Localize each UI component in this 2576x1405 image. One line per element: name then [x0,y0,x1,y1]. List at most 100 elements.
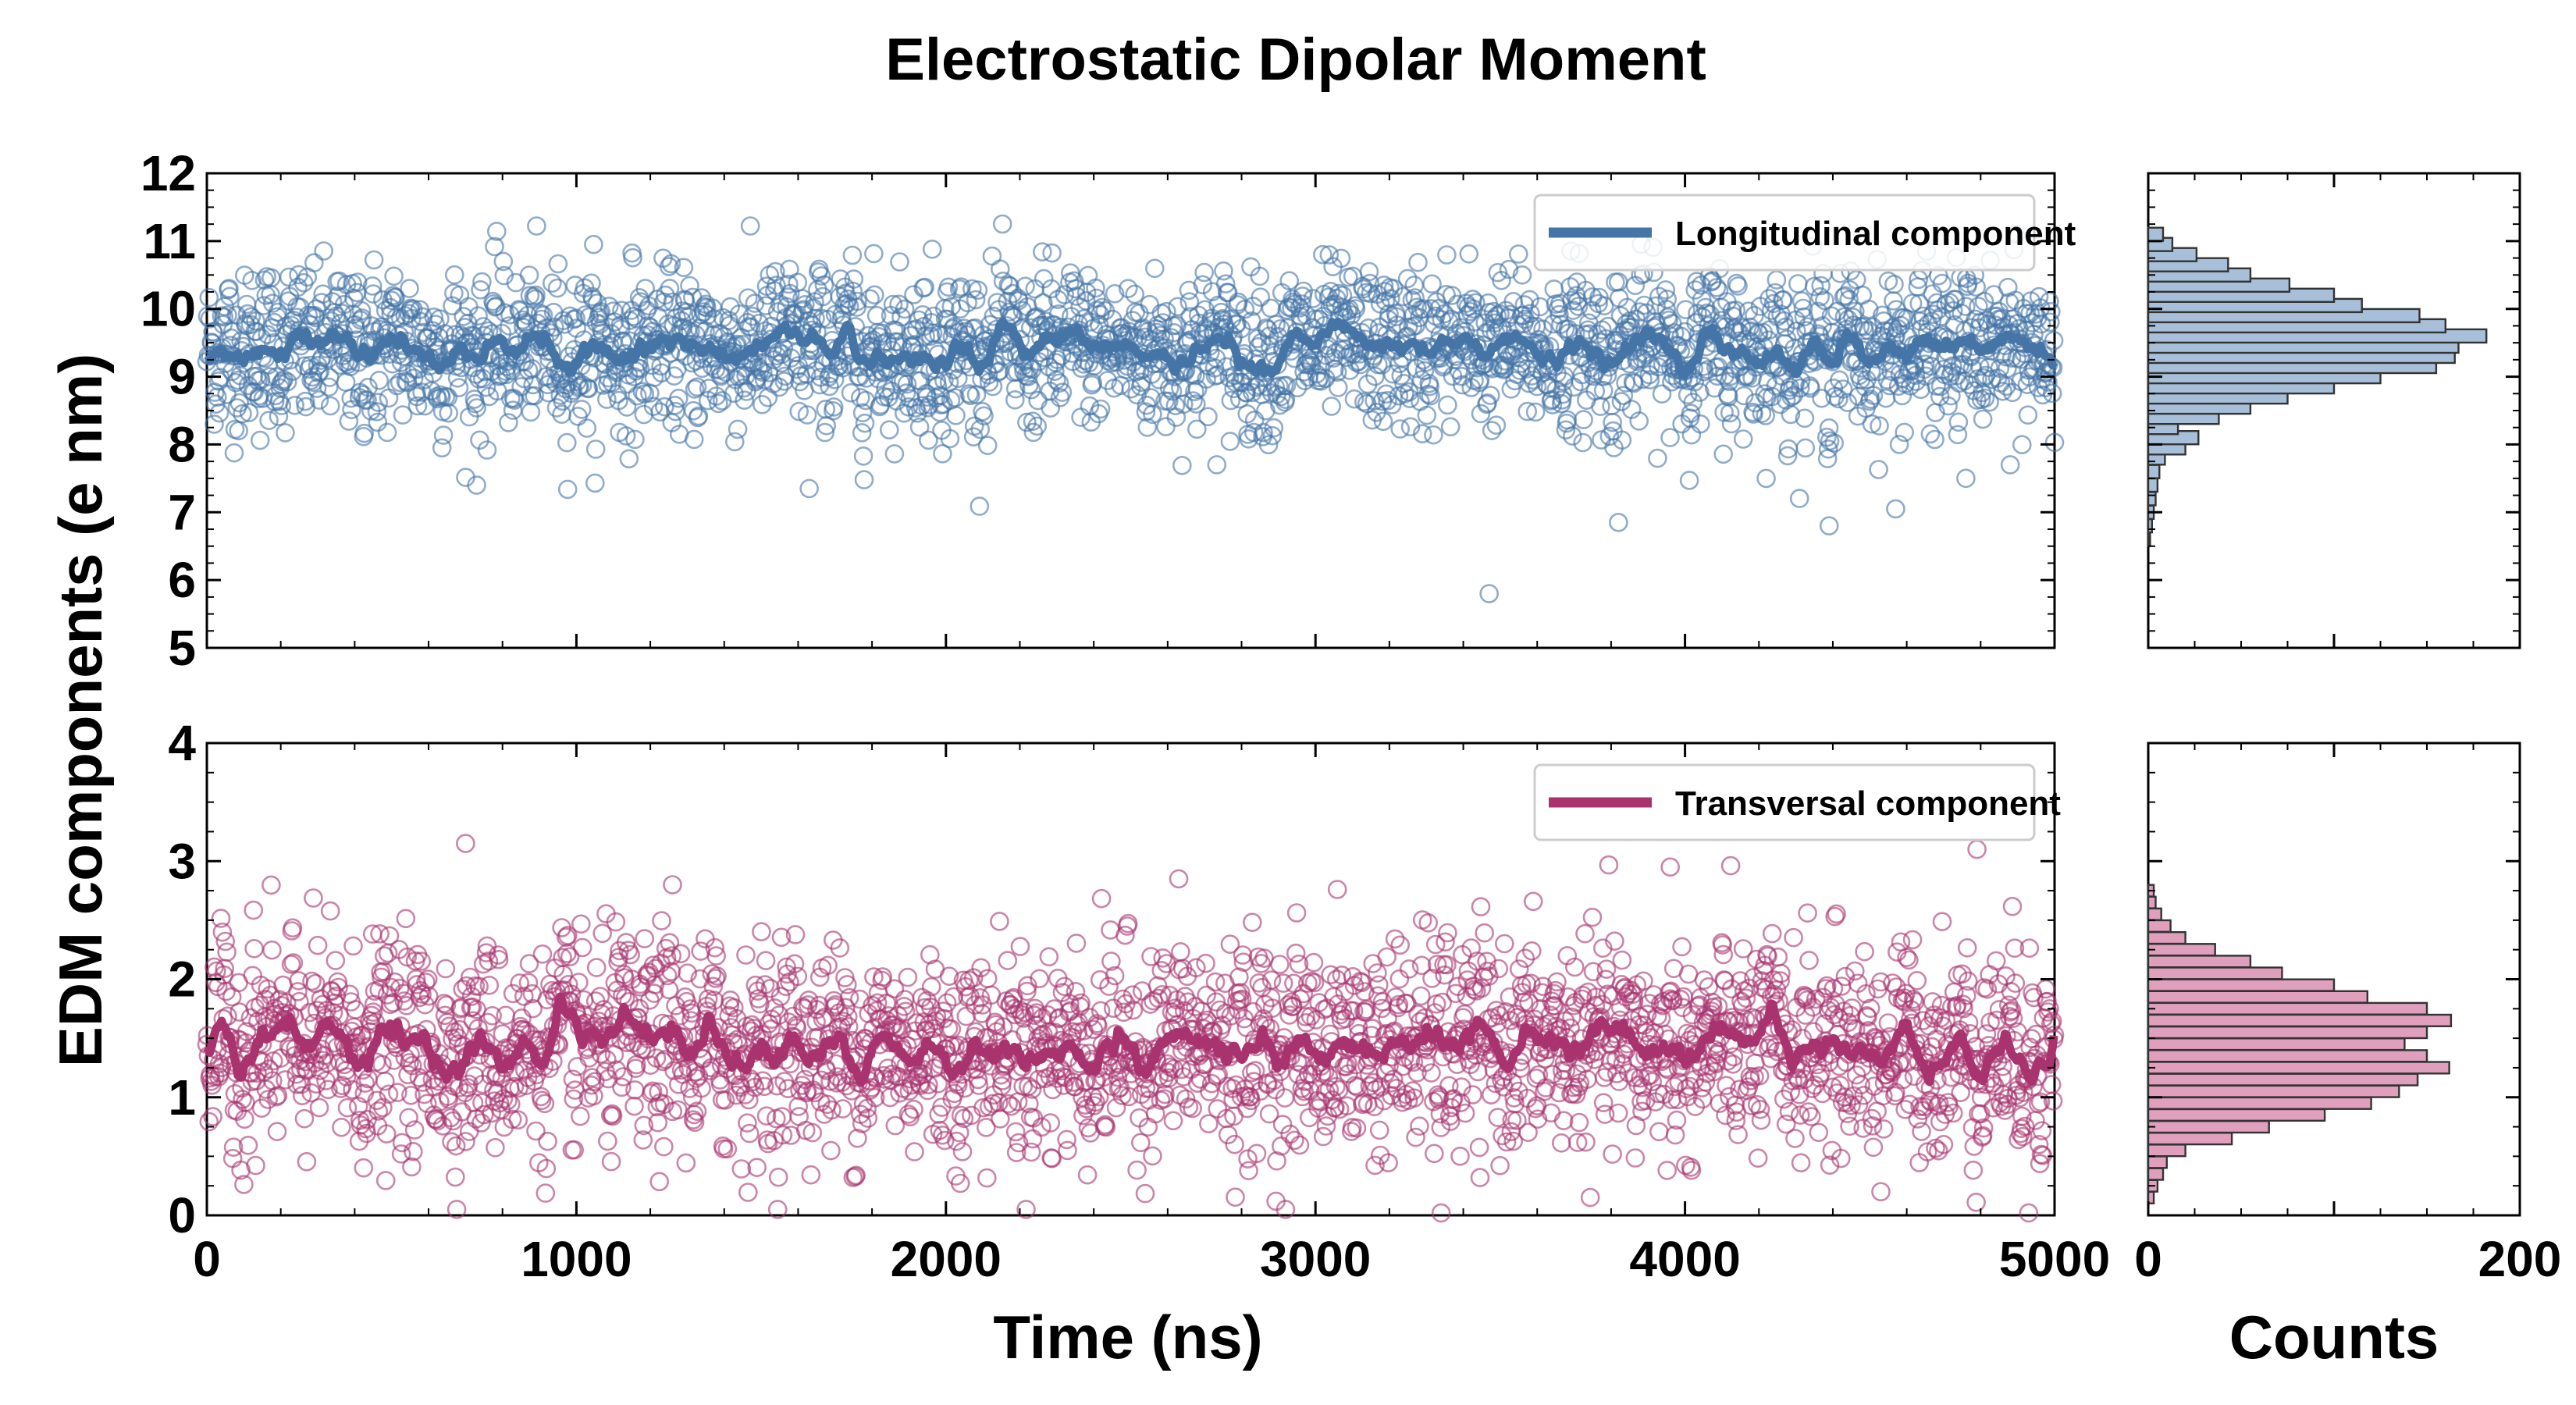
data-point [262,293,283,313]
data-point [1237,404,1257,424]
data-point [362,276,382,296]
data-point [571,400,592,419]
data-point [1691,414,1710,434]
data-point [2018,405,2038,425]
data-point [513,310,532,330]
data-point [1066,286,1087,306]
data-point [1193,275,1213,295]
data-point [1490,1156,1510,1176]
data-point [1171,942,1190,962]
data-point [613,331,633,351]
data-point [547,278,568,298]
data-point [680,276,699,296]
data-point [602,372,622,393]
data-point [584,234,603,254]
data-point [1471,897,1491,916]
data-point [566,308,585,329]
data-point [1328,378,1348,397]
data-point [1261,298,1281,318]
data-point [977,1168,997,1188]
data-point [407,396,428,416]
data-point [526,285,546,305]
data-point [635,279,656,298]
data-point [486,1138,505,1158]
data-point [1105,283,1125,304]
data-point [297,1152,317,1172]
data-point [332,1118,351,1137]
data-point [1649,1122,1669,1142]
data-point [1244,410,1265,430]
data-point [525,386,544,406]
data-point [909,417,930,437]
data-point [1789,489,1809,508]
data-point [318,377,339,397]
data-point [1286,903,1307,923]
data-point [1005,389,1025,410]
data-point [1648,448,1667,468]
data-point [1417,405,1437,425]
data-point [1411,986,1431,1006]
data-point [1602,396,1621,416]
data-point [1679,471,1699,490]
data-point [379,388,399,408]
data-point [688,406,709,426]
data-point [1303,289,1323,308]
data-point [259,411,279,430]
data-point [1748,1148,1768,1168]
data-point [1313,244,1332,265]
data-point [1657,1161,1677,1180]
data-point [598,1131,617,1151]
data-point [884,444,905,464]
data-point [1153,948,1172,968]
data-point [987,293,1007,312]
data-point [1420,376,1439,397]
data-point [372,1055,392,1074]
data-point [821,1140,841,1161]
data-point [974,406,994,426]
data-point [377,422,397,443]
data-point [806,308,825,329]
y-tick-label: 12 [141,145,196,201]
data-point [1047,370,1066,390]
data-point [1341,305,1361,325]
data-point [897,374,917,394]
data-point [1163,1111,1183,1131]
data-point [251,370,271,389]
data-point [1603,1144,1622,1164]
data-point [499,413,518,432]
data-point [1266,315,1286,334]
data-point [998,951,1018,970]
data-point [322,292,343,311]
data-point [458,297,479,317]
data-point [1785,1129,1805,1148]
data-point [375,1171,396,1190]
data-point [766,276,786,295]
data-point [468,306,488,326]
data-point [820,376,839,397]
data-point [1364,391,1384,411]
data-point [585,473,605,493]
data-point [524,286,544,307]
data-point [747,1158,767,1177]
data-point [1599,855,1619,875]
data-point [532,944,553,964]
data-point [578,379,599,399]
data-point [1863,1137,1884,1158]
data-point [369,370,390,390]
data-point [624,1096,644,1116]
y-tick-label: 9 [168,349,196,405]
data-point [368,393,389,412]
data-point [269,407,289,426]
data-point [1925,429,1944,450]
data-point [1479,584,1499,603]
data-point [674,258,694,278]
data-point [927,376,948,396]
data-point [219,279,239,298]
data-point [991,259,1010,279]
data-point [262,940,282,960]
data-point [905,1142,924,1161]
data-point [1215,274,1236,294]
y-tick-label: 6 [168,552,196,608]
data-point [1835,286,1856,306]
data-point [1143,1146,1162,1166]
